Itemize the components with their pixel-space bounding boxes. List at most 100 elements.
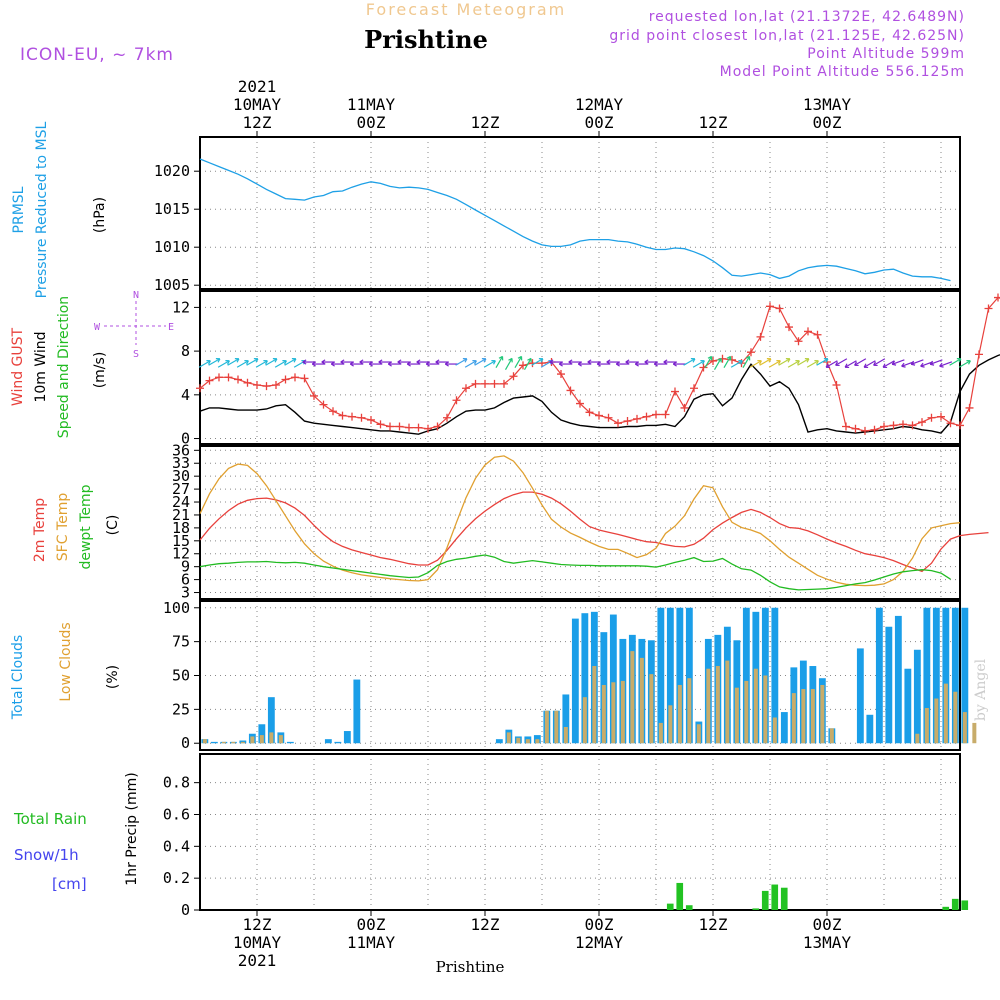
total-cloud-bar [894, 615, 902, 744]
total-cloud-bar [533, 735, 541, 744]
low-cloud-bar [696, 724, 701, 744]
gust-marker [937, 412, 945, 421]
wind-arrow-head [920, 362, 925, 368]
wind-arrow-head [444, 361, 449, 367]
wind-arrow [910, 359, 924, 365]
gust-marker [576, 399, 584, 408]
top-time-label: 12Z [471, 113, 500, 132]
gust-marker [633, 414, 641, 423]
gust-marker [338, 411, 347, 420]
gust-marker [899, 420, 907, 429]
total-cloud-bar [913, 649, 921, 744]
gust-marker [443, 413, 451, 422]
gust-marker [766, 302, 774, 311]
low-cloud-bar [592, 666, 597, 744]
wind-arrow [531, 358, 544, 366]
gust-marker [804, 327, 812, 336]
wind-arrow-head [835, 361, 840, 367]
wind-arrow-head [311, 361, 316, 367]
wind-arrow [265, 358, 278, 366]
t2m-label: 2m Temp [32, 498, 48, 562]
wind-arrow [483, 360, 496, 368]
panel-frame [199, 445, 961, 600]
gust-marker [414, 423, 423, 432]
compass-west: W [94, 322, 101, 333]
y-tick-label: 1015 [154, 200, 190, 218]
wind-arrow-head [558, 361, 563, 367]
y-tick-label: 0.8 [163, 774, 190, 792]
top-time-label: 12MAY [575, 95, 624, 114]
y-tick-label: 4 [181, 386, 190, 404]
wind-arrow [198, 360, 211, 368]
total-cloud-bar [685, 607, 693, 744]
wind-arrow-head [378, 359, 383, 365]
t2m-line [199, 491, 989, 573]
gust-marker [671, 387, 679, 396]
wind-arrow [730, 360, 743, 368]
wind-arrow [759, 358, 772, 366]
wind-arrow [514, 356, 523, 368]
rain-bar [951, 898, 959, 910]
gridpoint-coords: grid point closest lon,lat (21.125E, 42.… [609, 28, 965, 44]
low-cloud-bar [943, 683, 948, 744]
gust-marker [889, 421, 898, 430]
bottom-time-label: 12MAY [575, 933, 624, 952]
compass-north: N [133, 290, 139, 301]
gust-marker [319, 400, 328, 409]
plot-layer: 1005101010151020048123691215182124273033… [154, 77, 1000, 970]
gust-marker [367, 415, 375, 424]
requested-coords: requested lon,lat (21.1372E, 42.6489N) [649, 9, 965, 25]
wind-arrow [835, 358, 848, 366]
low-cloud-bar [820, 684, 825, 744]
low-cloud-bar [677, 684, 682, 744]
bottom-time-label: 12Z [471, 915, 500, 934]
low-cloud-bar [231, 741, 236, 744]
wind-arrow-head [253, 358, 259, 363]
wind-unit: (m/s) [92, 352, 108, 389]
wind-arrow [246, 358, 259, 366]
y-tick-label: 30 [172, 467, 190, 485]
gust-marker [310, 391, 318, 400]
low-cloud-bar [639, 657, 644, 744]
total-cloud-bar [676, 607, 684, 744]
y-tick-label: 6 [181, 571, 190, 589]
low-cloud-bar [658, 722, 663, 744]
wind-arrow-head [291, 358, 297, 363]
gust-marker [690, 384, 698, 393]
gust-marker [205, 376, 214, 385]
wind-arrow [939, 361, 953, 367]
wind-arrow [778, 358, 791, 366]
low-cloud-bar [250, 736, 255, 744]
total-cloud-bar [581, 613, 589, 744]
dewpt-line [199, 554, 951, 591]
y-tick-label: 0 [181, 901, 190, 919]
total-cloud-bar [609, 614, 617, 744]
total-cloud-bar [267, 697, 275, 744]
low-cloud-bar [554, 710, 559, 744]
wind-arrow-head [425, 361, 430, 367]
wind-arrow-head [340, 359, 345, 365]
wind-arrow-head [854, 361, 859, 367]
gust-marker [215, 373, 223, 382]
gust-marker [376, 420, 385, 429]
y-tick-label: 0.4 [163, 837, 190, 855]
wind-arrow-head [717, 357, 722, 363]
gust-marker [405, 423, 413, 432]
wind-arrow-head [901, 362, 906, 368]
wind-arrow-head [825, 363, 831, 369]
wind-arrow [768, 360, 781, 368]
gust-marker [357, 413, 366, 422]
wind-arrow [863, 360, 876, 368]
low-cloud-bar [668, 705, 673, 744]
wind-arrow-head [966, 360, 971, 365]
wind-arrow-head [206, 360, 211, 365]
total-cloud-bar [742, 607, 750, 744]
wind-arrow [854, 358, 867, 366]
gust-marker [623, 417, 632, 426]
total-clouds-label: Total Clouds [10, 635, 26, 720]
wind-arrow-head [491, 360, 496, 365]
low-cloud-bar [725, 660, 730, 744]
gust-marker [756, 332, 765, 341]
wind-arrow-head [757, 360, 762, 365]
